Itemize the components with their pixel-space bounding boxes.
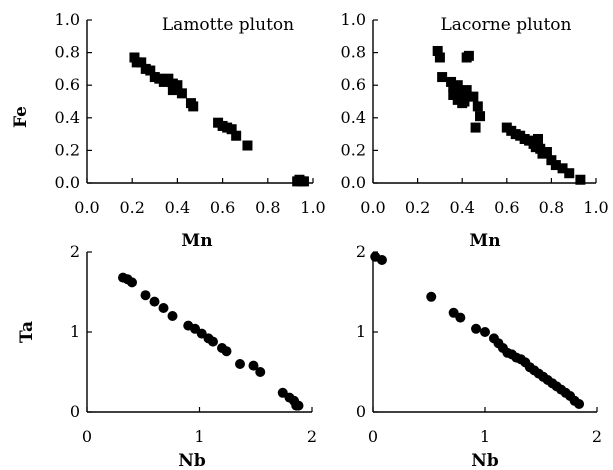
data-point <box>432 45 443 56</box>
data-point <box>226 124 237 135</box>
data-point <box>455 312 466 323</box>
x-tick-label: 0.4 <box>165 198 190 217</box>
x-tick-label: 0.6 <box>210 198 235 217</box>
data-point <box>293 400 304 411</box>
data-point <box>145 65 156 76</box>
data-point <box>140 290 151 301</box>
x-tick-label: 0.2 <box>405 198 430 217</box>
data-point <box>255 367 266 377</box>
data-point <box>470 122 481 133</box>
data-point <box>176 88 187 99</box>
data-point <box>158 303 169 313</box>
data-point <box>136 57 147 68</box>
x-tick-label: 0 <box>82 427 92 446</box>
data-point <box>575 174 586 185</box>
data-point <box>437 72 448 83</box>
data-point <box>541 147 552 158</box>
data-point <box>248 360 259 371</box>
y-tick-label: 0.6 <box>341 75 366 94</box>
chart-panel-1: 0.0 0.2 0.4 0.6 0.8 1.0 0.0 0.2 0.4 0.6 0.8 1.0 Lamo… <box>11 10 326 251</box>
x-tick-label: 0.2 <box>119 198 144 217</box>
x-tick-label: 1.0 <box>300 198 325 217</box>
data-point <box>127 277 137 288</box>
x-tick-label: 2 <box>592 427 602 446</box>
x-tick-label: 1.0 <box>583 198 608 217</box>
y-tick-label: 2 <box>70 242 80 261</box>
data-point <box>574 399 585 409</box>
y-tick-label: 0.0 <box>55 173 80 192</box>
x-tick-label: 1 <box>480 427 490 446</box>
y-tick-label: 0.8 <box>341 43 366 62</box>
data-point <box>550 160 561 171</box>
y-tick-label: 1 <box>70 322 80 341</box>
y-axis-label: Fe <box>11 106 31 128</box>
x-tick-label: 0.8 <box>539 198 564 217</box>
y-tick-label: 0.8 <box>55 43 80 62</box>
chart-panel-3: 0 1 2 0 1 2 Nb Ta <box>17 242 317 470</box>
data-point <box>452 80 463 91</box>
chart-panel-2: 0.0 0.2 0.4 0.6 0.8 1.0 0.0 0.2 0.4 0.6 0.8 1.0 Laco… <box>341 10 609 251</box>
y-tick-label: 0.4 <box>341 108 366 127</box>
x-tick-label: 0 <box>368 427 378 446</box>
data-point <box>208 336 218 347</box>
x-axis-label: Mn <box>181 231 212 251</box>
data-point <box>242 140 253 151</box>
y-tick-label: 0.2 <box>55 140 80 159</box>
y-tick-label: 0.2 <box>341 140 366 159</box>
data-point <box>480 327 490 337</box>
panel-title: Lacorne pluton <box>440 15 571 35</box>
x-tick-label: 0.6 <box>494 198 519 217</box>
x-axis-label: Nb <box>178 451 206 470</box>
data-point <box>235 359 245 369</box>
x-tick-label: 0.0 <box>74 198 99 217</box>
data-point <box>221 346 232 357</box>
y-tick-label: 0.6 <box>55 75 80 94</box>
panel-title: Lamotte pluton <box>162 15 294 35</box>
data-point <box>468 91 479 102</box>
data-point <box>472 101 483 112</box>
chart-panel-4: 0 1 2 0 1 2 Nb <box>356 242 602 470</box>
data-point <box>149 296 160 307</box>
data-point <box>457 98 468 109</box>
x-tick-label: 0.0 <box>360 198 385 217</box>
data-point <box>434 52 445 63</box>
y-tick-label: 1.0 <box>341 10 366 29</box>
data-point <box>471 323 482 334</box>
y-axis-label: Ta <box>17 321 37 343</box>
data-point <box>564 168 575 179</box>
x-axis-label: Mn <box>469 231 500 251</box>
data-point <box>557 163 568 174</box>
data-point <box>188 101 199 112</box>
data-point <box>426 291 437 302</box>
data-point <box>463 50 474 61</box>
y-tick-label: 0.0 <box>341 173 366 192</box>
data-point <box>475 111 486 122</box>
data-point <box>167 311 178 321</box>
data-point <box>533 133 544 144</box>
y-tick-label: 0.4 <box>55 108 80 127</box>
x-tick-label: 1 <box>194 427 204 446</box>
y-tick-label: 0 <box>356 402 366 421</box>
data-point <box>461 85 472 96</box>
data-point <box>376 255 387 265</box>
x-axis-label: Nb <box>471 451 499 470</box>
data-point <box>231 130 242 141</box>
data-point <box>298 176 309 187</box>
x-tick-label: 2 <box>307 427 317 446</box>
data-point <box>461 91 472 102</box>
y-tick-label: 1.0 <box>55 10 80 29</box>
y-tick-label: 0 <box>70 402 80 421</box>
x-tick-label: 0.8 <box>255 198 280 217</box>
data-point <box>172 80 183 91</box>
y-tick-label: 1 <box>356 322 366 341</box>
y-tick-label: 2 <box>356 242 366 261</box>
x-tick-label: 0.4 <box>449 198 474 217</box>
